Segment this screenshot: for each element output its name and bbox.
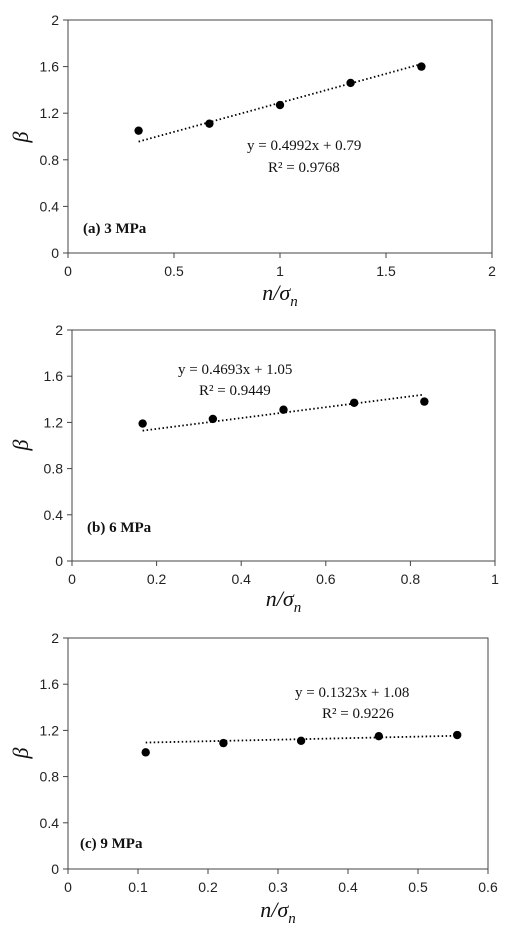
data-point	[453, 730, 462, 740]
data-point	[219, 738, 228, 748]
x-tick-label: 0.4	[231, 571, 251, 587]
y-tick-label: 1.2	[44, 414, 64, 430]
data-point	[349, 398, 359, 407]
panel-label: (a) 3 MPa	[83, 221, 147, 237]
chart-panel-3: 0 0.4 0.8 1.2 1.6 2 0 0.1 0.2 0.3 0.4 0.5 0.6 n/σn β y …	[8, 630, 498, 927]
chart-panel-2: 0 0.4 0.8 1.2 1.6 2 0 0.2 0.4 0.6 0.8 1 n/σn β y = 0.4…	[8, 322, 499, 616]
y-tick-label: 0.4	[40, 815, 60, 831]
x-tick-label: 0.6	[316, 571, 336, 587]
data-point	[374, 731, 383, 741]
x-tick-label: 0.2	[147, 571, 167, 587]
x-tick-label: 0.5	[164, 263, 184, 279]
x-tick-label: 0.6	[478, 879, 498, 895]
panel-label: (c) 9 MPa	[80, 836, 143, 852]
y-tick-label: 2	[51, 12, 59, 28]
y-tick-label: 0.4	[44, 507, 64, 523]
x-axis-label: n/σn	[266, 586, 301, 616]
y-tick-label: 2	[55, 322, 63, 338]
x-tick-label: 0	[64, 263, 72, 279]
r-squared-label: R² = 0.9226	[322, 706, 394, 722]
trendline-equation: y = 0.4992x + 0.79	[247, 138, 361, 154]
data-point	[417, 62, 426, 71]
data-point	[205, 119, 214, 128]
x-tick-label: 0.5	[408, 879, 428, 895]
data-point	[208, 414, 218, 424]
x-axis-label: n/σn	[262, 280, 297, 310]
x-tick-label: 0	[64, 879, 72, 895]
trendline-equation: y = 0.4693x + 1.05	[178, 362, 292, 378]
x-axis-label: n/σn	[260, 897, 295, 927]
y-tick-label: 1.6	[44, 368, 64, 384]
data-point	[296, 736, 306, 745]
y-axis-label: β	[8, 747, 33, 759]
x-tick-label: 2	[488, 263, 496, 279]
x-tick-label: 0.4	[338, 879, 358, 895]
y-tick-label: 0	[55, 553, 63, 569]
y-tick-label: 1.2	[40, 105, 60, 121]
data-point	[279, 405, 288, 414]
panel-label: (b) 6 MPa	[87, 520, 152, 536]
x-tick-label: 0.2	[198, 879, 218, 895]
y-tick-label: 1.2	[40, 722, 60, 738]
trendline-equation: y = 0.1323x + 1.08	[295, 685, 409, 701]
r-squared-label: R² = 0.9768	[268, 160, 340, 176]
plot-frame	[71, 329, 496, 562]
trendline	[138, 63, 422, 143]
chart-panel-1: 0 0.4 0.8 1.2 1.6 2 0 0.5 1 1.5 2 n/σn β y = 0.4992x …	[8, 12, 496, 310]
y-tick-label: 0.4	[40, 198, 60, 214]
data-point	[141, 748, 150, 757]
data-point	[275, 100, 285, 110]
y-tick-label: 1.6	[40, 59, 60, 75]
y-axis-label: β	[8, 131, 33, 143]
y-tick-label: 0	[51, 861, 59, 877]
x-tick-label: 0.8	[401, 571, 421, 587]
y-tick-label: 0.8	[40, 769, 60, 785]
data-point	[138, 419, 147, 428]
trendline	[142, 393, 425, 432]
y-axis-label: β	[8, 439, 33, 451]
plot-frame	[67, 19, 493, 254]
x-tick-label: 1	[491, 571, 499, 587]
y-tick-label: 0	[51, 245, 59, 261]
y-tick-label: 1.6	[40, 676, 60, 692]
x-tick-label: 1.5	[376, 263, 396, 279]
x-tick-label: 0.1	[128, 879, 148, 895]
r-squared-label: R² = 0.9449	[199, 383, 271, 399]
plot-frame	[67, 637, 489, 870]
data-point	[134, 126, 143, 135]
x-tick-label: 1	[276, 263, 284, 279]
y-tick-label: 0.8	[40, 152, 60, 168]
x-tick-label: 0.3	[268, 879, 288, 895]
x-tick-label: 0	[68, 571, 76, 587]
data-point	[346, 78, 355, 88]
data-point	[420, 397, 429, 406]
y-tick-label: 0.8	[44, 461, 64, 477]
y-tick-label: 2	[51, 630, 59, 646]
